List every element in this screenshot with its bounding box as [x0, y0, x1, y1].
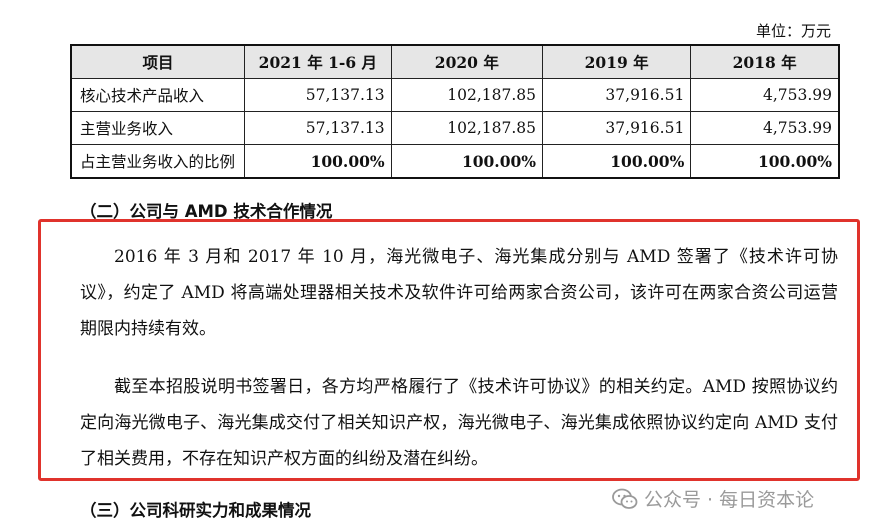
table-row: 核心技术产品收入 57,137.13 102,187.85 37,916.51 …: [70, 78, 840, 112]
table-row: 占主营业务收入的比例 100.00% 100.00% 100.00% 100.0…: [70, 144, 840, 179]
watermark: 公众号 · 每日资本论: [612, 485, 814, 512]
section-heading-amd-cooperation: （二）公司与 AMD 技术合作情况: [80, 202, 333, 221]
header-2019: 2019 年: [541, 44, 692, 79]
table-cell: 37,916.51: [541, 111, 692, 145]
paragraph-agreement-performance: 截至本招股说明书签署日，各方均严格履行了《技术许可协议》的相关约定。AMD 按照…: [80, 377, 838, 469]
unit-note: 单位：万元: [755, 22, 831, 40]
table-cell: 57,137.13: [244, 111, 392, 145]
table-cell: 4,753.99: [690, 111, 840, 145]
table-cell: 100.00%: [541, 144, 692, 179]
table-cell: 4,753.99: [690, 78, 840, 112]
row-label: 核心技术产品收入: [70, 78, 246, 112]
row-label: 主营业务收入: [70, 111, 246, 145]
watermark-text: 公众号 · 每日资本论: [644, 489, 815, 511]
table-cell: 102,187.85: [390, 111, 544, 145]
paragraph-license-agreement: 2016 年 3 月和 2017 年 10 月，海光微电子、海光集成分别与 AM…: [80, 247, 838, 339]
highlight-box: [38, 219, 860, 481]
header-2021h1: 2021 年 1-6 月: [244, 44, 392, 79]
table-row: 主营业务收入 57,137.13 102,187.85 37,916.51 4,…: [70, 111, 840, 145]
table-cell: 57,137.13: [244, 78, 392, 112]
revenue-table: 项目 2021 年 1-6 月 2020 年 2019 年 2018 年 核心技…: [70, 44, 840, 179]
section-heading-research-strength: （三）公司科研实力和成果情况: [80, 501, 311, 520]
table-cell: 102,187.85: [390, 78, 544, 112]
table-cell: 100.00%: [690, 144, 840, 179]
table-cell: 37,916.51: [541, 78, 692, 112]
table-cell: 100.00%: [244, 144, 392, 179]
header-2018: 2018 年: [690, 44, 840, 79]
table-header-row: 项目 2021 年 1-6 月 2020 年 2019 年 2018 年: [70, 44, 840, 79]
row-label: 占主营业务收入的比例: [70, 144, 246, 179]
header-item: 项目: [70, 44, 246, 79]
wechat-icon: [612, 488, 638, 509]
table-cell: 100.00%: [390, 144, 544, 179]
header-2020: 2020 年: [390, 44, 544, 79]
